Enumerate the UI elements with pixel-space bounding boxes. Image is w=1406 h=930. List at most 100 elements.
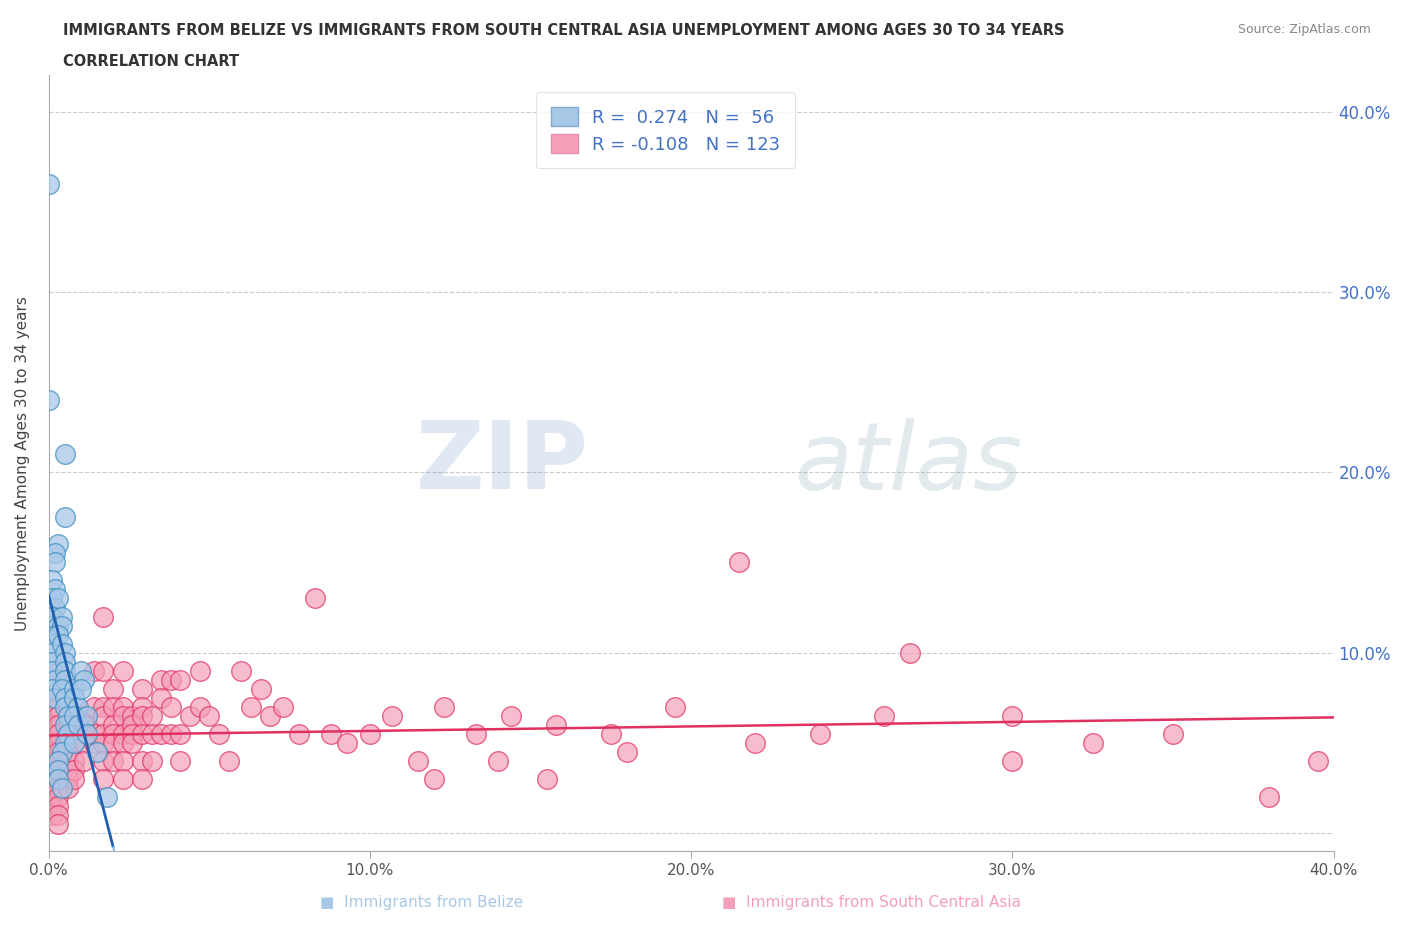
Point [179, 709, 201, 724]
Point [93, 699, 115, 714]
Point [111, 736, 134, 751]
Point [48, 717, 70, 732]
Point [131, 709, 153, 724]
Point [41, 736, 63, 751]
Point [53, 446, 76, 461]
Point [131, 753, 153, 768]
Point [48, 753, 70, 768]
Point [465, 726, 488, 741]
Point [48, 591, 70, 606]
Point [48, 709, 70, 724]
Point [121, 717, 143, 732]
Point [38, 176, 60, 191]
Point [1258, 790, 1281, 804]
Point [41, 682, 63, 697]
Point [808, 726, 831, 741]
Point [48, 799, 70, 814]
Point [423, 771, 446, 786]
Point [56, 763, 79, 777]
Point [150, 690, 173, 705]
Point [66, 699, 89, 714]
Point [159, 699, 181, 714]
Point [546, 717, 568, 732]
Point [1161, 726, 1184, 741]
Point [41, 654, 63, 669]
Point [51, 780, 73, 795]
Point [121, 726, 143, 741]
Point [488, 753, 510, 768]
Point [159, 672, 181, 687]
Point [188, 663, 211, 678]
Point [111, 771, 134, 786]
Text: ■  Immigrants from Belize: ■ Immigrants from Belize [321, 895, 523, 910]
Point [111, 663, 134, 678]
Point [159, 726, 181, 741]
Point [141, 726, 163, 741]
Point [728, 555, 751, 570]
Text: IMMIGRANTS FROM BELIZE VS IMMIGRANTS FROM SOUTH CENTRAL ASIA UNEMPLOYMENT AMONG : IMMIGRANTS FROM BELIZE VS IMMIGRANTS FRO… [63, 23, 1064, 38]
Point [48, 736, 70, 751]
Point [131, 699, 153, 714]
Point [41, 790, 63, 804]
Point [56, 753, 79, 768]
Text: atlas: atlas [794, 418, 1022, 509]
Point [271, 699, 294, 714]
Point [51, 609, 73, 624]
Point [51, 636, 73, 651]
Point [44, 546, 66, 561]
Point [41, 807, 63, 822]
Point [63, 736, 86, 751]
Point [53, 663, 76, 678]
Point [73, 709, 96, 724]
Point [188, 699, 211, 714]
Point [44, 582, 66, 597]
Point [93, 726, 115, 741]
Point [150, 726, 173, 741]
Y-axis label: Unemployment Among Ages 30 to 34 years: Unemployment Among Ages 30 to 34 years [15, 296, 30, 631]
Point [536, 771, 558, 786]
Point [41, 771, 63, 786]
Point [56, 709, 79, 724]
Point [381, 709, 404, 724]
Point [150, 672, 173, 687]
Point [63, 709, 86, 724]
Point [304, 591, 326, 606]
Point [48, 753, 70, 768]
Point [73, 753, 96, 768]
Point [41, 709, 63, 724]
Point [1001, 709, 1024, 724]
Point [44, 600, 66, 615]
Point [664, 699, 686, 714]
Point [101, 717, 124, 732]
Point [41, 573, 63, 588]
Point [56, 717, 79, 732]
Point [48, 763, 70, 777]
Point [53, 510, 76, 525]
Text: Source: ZipAtlas.com: Source: ZipAtlas.com [1237, 23, 1371, 36]
Point [56, 771, 79, 786]
Point [41, 591, 63, 606]
Text: CORRELATION CHART: CORRELATION CHART [63, 54, 239, 69]
Point [41, 763, 63, 777]
Point [48, 771, 70, 786]
Point [131, 682, 153, 697]
Point [111, 699, 134, 714]
Point [41, 690, 63, 705]
Point [53, 690, 76, 705]
Point [169, 726, 191, 741]
Point [359, 726, 381, 741]
Point [41, 636, 63, 651]
Point [131, 726, 153, 741]
Point [44, 627, 66, 642]
Point [198, 709, 221, 724]
Point [56, 726, 79, 741]
Point [73, 717, 96, 732]
Point [51, 744, 73, 759]
Point [66, 717, 89, 732]
Point [76, 726, 98, 741]
Point [406, 753, 429, 768]
Point [48, 807, 70, 822]
Point [1306, 753, 1329, 768]
Point [101, 753, 124, 768]
Point [41, 663, 63, 678]
